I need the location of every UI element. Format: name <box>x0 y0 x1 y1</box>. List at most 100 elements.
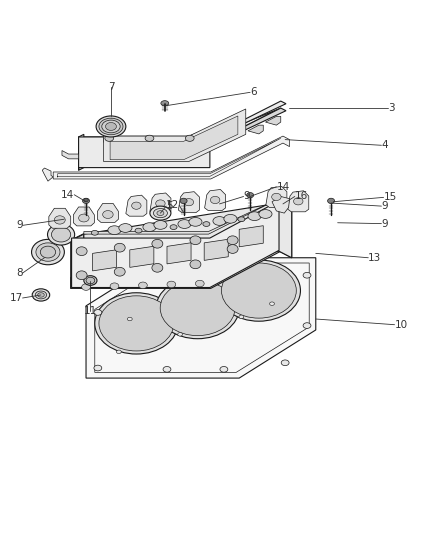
Ellipse shape <box>247 212 261 221</box>
Polygon shape <box>53 136 289 179</box>
Ellipse shape <box>131 202 141 209</box>
Ellipse shape <box>135 228 142 233</box>
Polygon shape <box>130 246 153 268</box>
Ellipse shape <box>155 200 165 207</box>
Ellipse shape <box>226 245 237 253</box>
Ellipse shape <box>47 224 74 245</box>
Polygon shape <box>78 108 280 144</box>
Ellipse shape <box>94 310 102 316</box>
Polygon shape <box>97 204 118 222</box>
Ellipse shape <box>271 193 280 200</box>
Ellipse shape <box>327 198 334 204</box>
Text: 9: 9 <box>16 220 22 230</box>
Polygon shape <box>62 150 78 159</box>
Ellipse shape <box>153 208 167 217</box>
Polygon shape <box>74 201 278 241</box>
Ellipse shape <box>166 281 175 288</box>
Ellipse shape <box>32 289 49 301</box>
Ellipse shape <box>156 211 163 215</box>
Ellipse shape <box>105 135 113 141</box>
Polygon shape <box>73 207 94 226</box>
Text: 9: 9 <box>243 191 250 201</box>
Ellipse shape <box>99 296 173 351</box>
Text: 8: 8 <box>16 268 22 278</box>
Polygon shape <box>265 116 280 125</box>
Ellipse shape <box>76 271 87 280</box>
Polygon shape <box>103 114 245 142</box>
Ellipse shape <box>40 246 56 258</box>
Polygon shape <box>78 134 84 170</box>
Ellipse shape <box>270 199 277 204</box>
Text: 6: 6 <box>250 87 256 98</box>
Ellipse shape <box>177 220 191 229</box>
Ellipse shape <box>223 214 237 223</box>
Polygon shape <box>166 243 191 264</box>
Text: 9: 9 <box>381 219 387 229</box>
Ellipse shape <box>293 198 302 205</box>
Ellipse shape <box>51 227 71 242</box>
Polygon shape <box>287 191 308 212</box>
Ellipse shape <box>96 116 126 137</box>
Ellipse shape <box>226 236 237 245</box>
Ellipse shape <box>138 282 147 288</box>
Ellipse shape <box>32 239 64 265</box>
Ellipse shape <box>84 198 88 201</box>
Ellipse shape <box>302 272 310 278</box>
Polygon shape <box>204 239 228 261</box>
Ellipse shape <box>269 302 274 305</box>
Ellipse shape <box>217 260 300 321</box>
Ellipse shape <box>94 365 102 371</box>
Polygon shape <box>126 195 147 216</box>
Ellipse shape <box>184 199 193 206</box>
Text: 3: 3 <box>387 103 394 113</box>
Ellipse shape <box>36 243 60 261</box>
Polygon shape <box>42 231 68 247</box>
Ellipse shape <box>210 196 219 204</box>
Ellipse shape <box>212 216 226 225</box>
Text: 7: 7 <box>107 82 114 92</box>
Polygon shape <box>92 250 117 271</box>
Ellipse shape <box>119 224 132 232</box>
Ellipse shape <box>108 226 121 235</box>
Polygon shape <box>204 189 225 211</box>
Text: 13: 13 <box>367 253 381 263</box>
Polygon shape <box>265 187 286 207</box>
Ellipse shape <box>160 101 168 106</box>
Ellipse shape <box>190 236 201 245</box>
Ellipse shape <box>152 263 162 272</box>
Ellipse shape <box>110 264 118 269</box>
Ellipse shape <box>195 280 204 287</box>
Ellipse shape <box>160 280 234 336</box>
Ellipse shape <box>237 217 244 222</box>
Ellipse shape <box>54 216 65 224</box>
Polygon shape <box>95 263 308 373</box>
Ellipse shape <box>302 323 310 328</box>
Polygon shape <box>71 201 279 287</box>
Ellipse shape <box>38 293 44 297</box>
Ellipse shape <box>162 367 170 372</box>
Text: 16: 16 <box>294 191 307 201</box>
Text: 14: 14 <box>276 182 289 192</box>
Text: 10: 10 <box>394 320 407 330</box>
Polygon shape <box>78 101 286 170</box>
Text: 15: 15 <box>383 192 396 203</box>
Ellipse shape <box>206 259 214 265</box>
Text: 5: 5 <box>166 201 172 211</box>
Ellipse shape <box>114 243 125 252</box>
Polygon shape <box>71 234 84 287</box>
Polygon shape <box>84 199 279 234</box>
Ellipse shape <box>232 264 240 269</box>
Text: 9: 9 <box>381 201 387 211</box>
Ellipse shape <box>152 239 162 248</box>
Polygon shape <box>150 193 170 214</box>
Ellipse shape <box>170 225 177 230</box>
Ellipse shape <box>116 350 121 353</box>
Text: 11: 11 <box>84 306 97 316</box>
Polygon shape <box>239 225 263 247</box>
Ellipse shape <box>155 278 239 338</box>
Ellipse shape <box>35 291 46 299</box>
Text: 12: 12 <box>166 200 179 210</box>
Ellipse shape <box>81 284 90 290</box>
Polygon shape <box>86 258 315 378</box>
Ellipse shape <box>91 230 98 235</box>
